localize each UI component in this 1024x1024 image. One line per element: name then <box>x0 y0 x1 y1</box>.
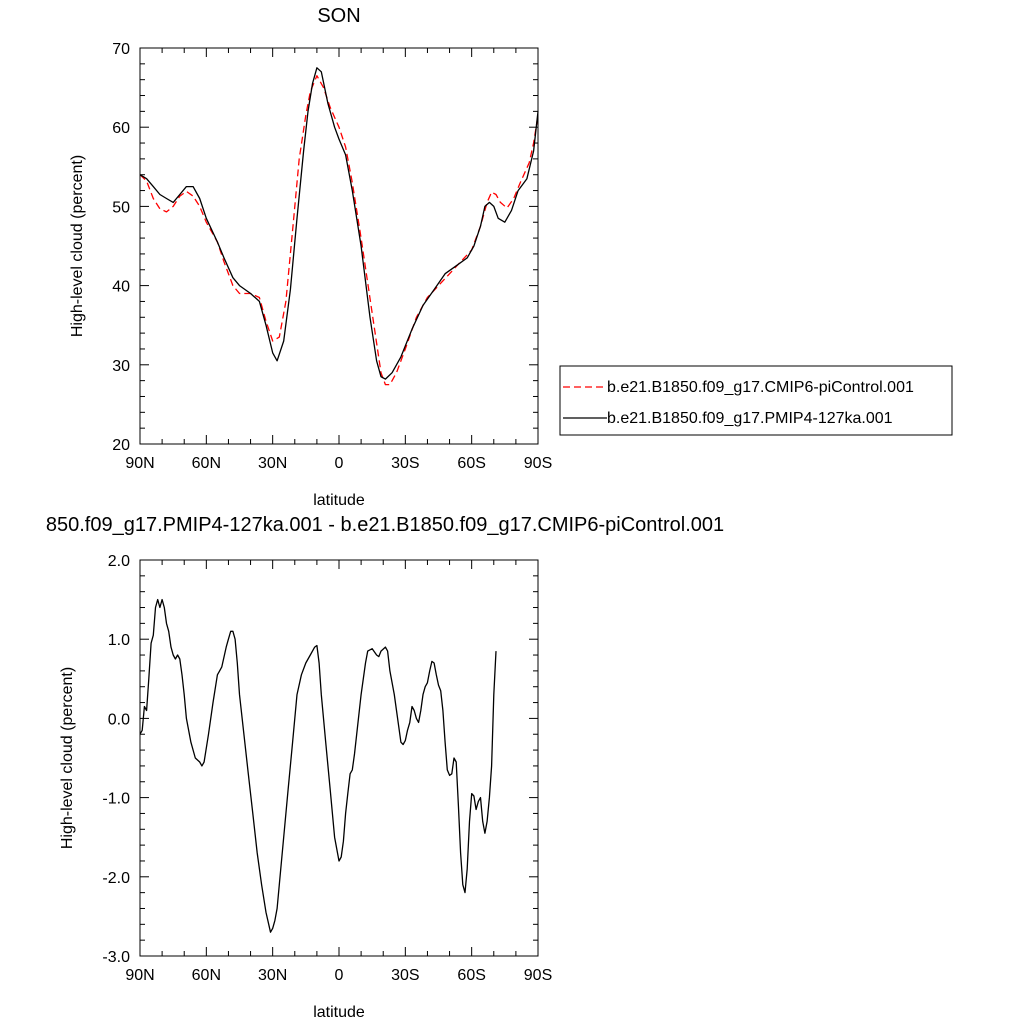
y-tick-label: 70 <box>112 41 130 58</box>
y-tick-label: 20 <box>112 437 130 454</box>
y-tick-label: 1.0 <box>108 632 130 649</box>
x-tick-label: 90S <box>524 967 552 984</box>
y-tick-label: -1.0 <box>102 791 130 808</box>
x-tick-label: 30N <box>258 455 287 472</box>
x-tick-label: 30S <box>391 455 419 472</box>
y-tick-label: -2.0 <box>102 870 130 887</box>
y-tick-label: 30 <box>112 358 130 375</box>
x-tick-label: 30S <box>391 967 419 984</box>
legend-label-picontrol: b.e21.B1850.f09_g17.CMIP6-piControl.001 <box>607 379 914 396</box>
top-panel: SON 90N 60N 30N 0 30S 60S 90S 20 30 40 50 60 70 lat… <box>69 5 552 509</box>
top-y-tick-labels: 20 30 40 50 60 70 <box>112 41 130 454</box>
bottom-series-lines <box>139 598 497 933</box>
top-series-lines <box>139 67 539 386</box>
legend-box <box>559 365 953 436</box>
legend: b.e21.B1850.f09_g17.CMIP6-piControl.001 … <box>559 365 953 436</box>
top-axis-ticks <box>139 47 539 445</box>
x-tick-label: 90S <box>524 455 552 472</box>
series-line-2 <box>139 67 539 380</box>
top-x-axis-label: latitude <box>313 492 365 509</box>
x-tick-label: 0 <box>335 455 344 472</box>
x-tick-label: 90N <box>125 455 154 472</box>
bottom-x-tick-labels: 90N 60N 30N 0 30S 60S 90S <box>125 967 552 984</box>
top-x-tick-labels: 90N 60N 30N 0 30S 60S 90S <box>125 455 552 472</box>
series-line-1 <box>139 75 539 386</box>
y-tick-label: 50 <box>112 199 130 216</box>
x-tick-label: 60S <box>457 455 485 472</box>
y-tick-label: -3.0 <box>102 949 130 966</box>
bottom-axis-ticks <box>139 559 539 957</box>
x-tick-label: 60N <box>192 455 221 472</box>
bottom-panel: 850.f09_g17.PMIP4-127ka.001 - b.e21.B185… <box>46 514 724 1021</box>
x-tick-label: 0 <box>335 967 344 984</box>
x-tick-label: 60N <box>192 967 221 984</box>
x-tick-label: 30N <box>258 967 287 984</box>
x-tick-label: 60S <box>457 967 485 984</box>
x-tick-label: 90N <box>125 967 154 984</box>
bottom-y-tick-labels: -3.0 -2.0 -1.0 0.0 1.0 2.0 <box>102 553 130 966</box>
legend-label-127ka: b.e21.B1850.f09_g17.PMIP4-127ka.001 <box>607 410 893 427</box>
top-plot-frame <box>139 47 539 445</box>
bottom-plot-frame <box>139 559 539 957</box>
bottom-y-axis-label: High-level cloud (percent) <box>59 667 76 849</box>
y-tick-label: 40 <box>112 279 130 296</box>
series-line-1 <box>139 598 497 933</box>
y-tick-label: 2.0 <box>108 553 130 570</box>
y-tick-label: 0.0 <box>108 711 130 728</box>
top-y-axis-label: High-level cloud (percent) <box>69 155 86 337</box>
y-tick-label: 60 <box>112 120 130 137</box>
bottom-x-axis-label: latitude <box>313 1004 365 1021</box>
bottom-chart-title: 850.f09_g17.PMIP4-127ka.001 - b.e21.B185… <box>46 514 724 536</box>
top-chart-title: SON <box>317 5 360 27</box>
